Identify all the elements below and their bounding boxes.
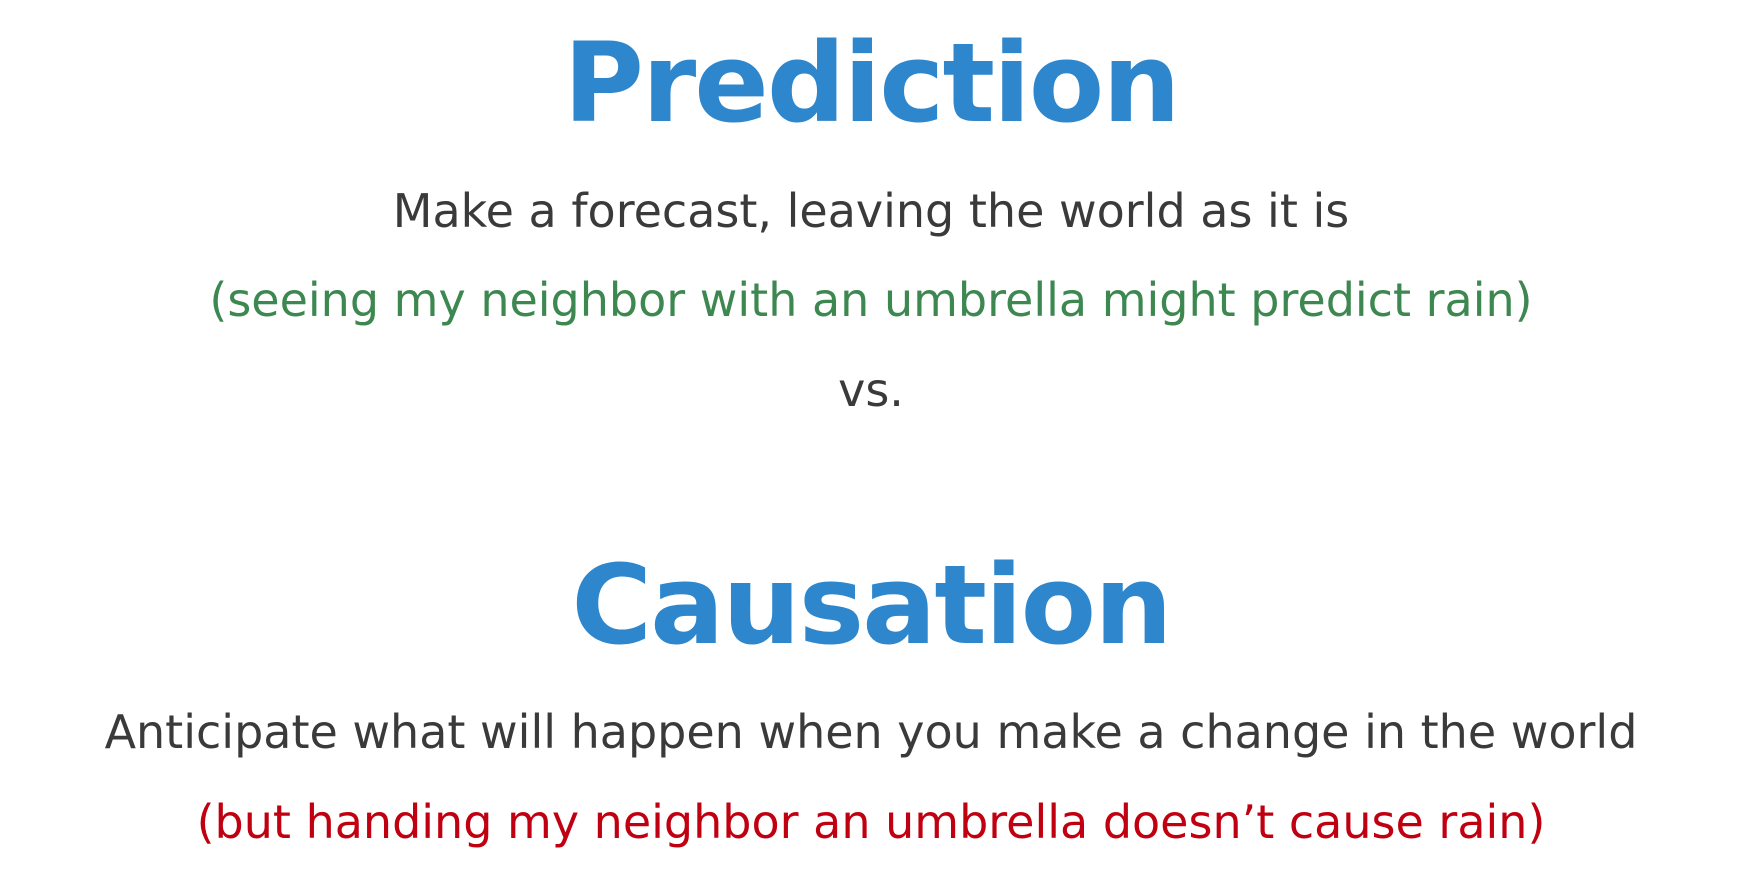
causation-example: (but handing my neighbor an umbrella doe…: [196, 795, 1546, 849]
prediction-description: Make a forecast, leaving the world as it…: [392, 184, 1350, 238]
causation-title: Causation: [571, 541, 1172, 669]
prediction-title: Prediction: [563, 19, 1180, 147]
causation-description: Anticipate what will happen when you mak…: [104, 705, 1638, 759]
prediction-example: (seeing my neighbor with an umbrella mig…: [209, 273, 1533, 327]
vs-separator: vs.: [838, 363, 904, 417]
